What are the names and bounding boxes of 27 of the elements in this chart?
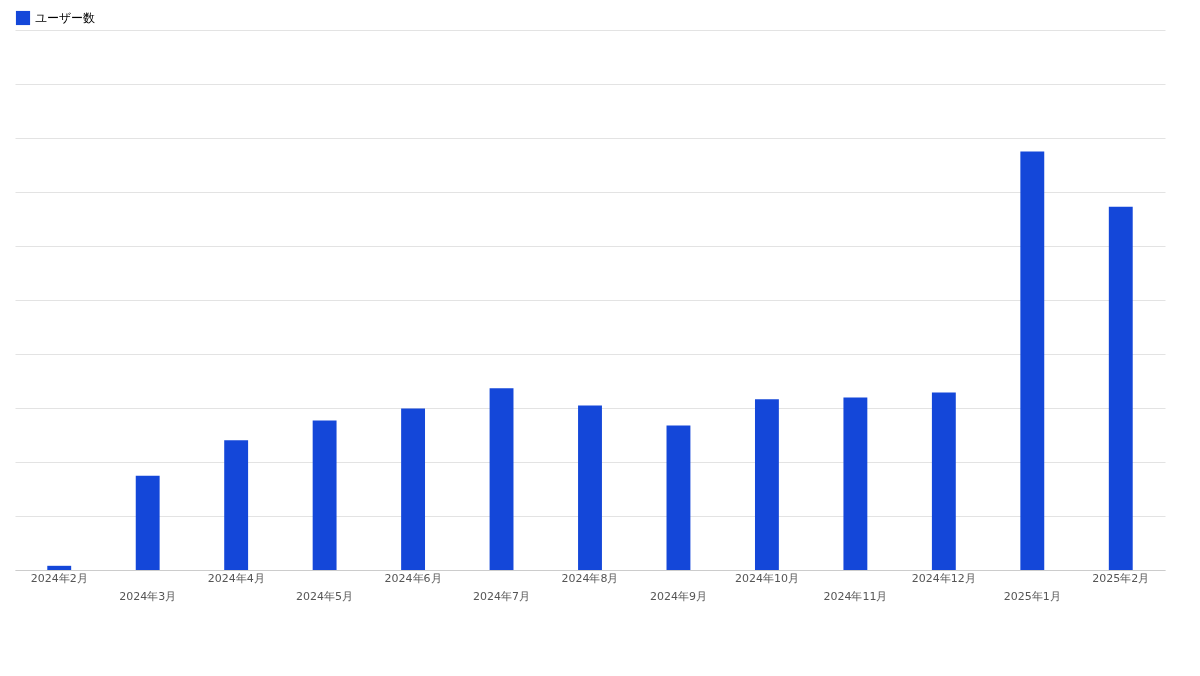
bar <box>754 399 779 570</box>
x-tick-label: 2024年6月 <box>384 571 442 585</box>
bar <box>224 440 249 570</box>
x-tick-label: 2025年2月 <box>1092 571 1150 585</box>
x-tick-label: 2024年4月 <box>207 571 265 585</box>
bar <box>47 565 72 570</box>
x-tick-label: 2024年7月 <box>473 589 531 603</box>
x-tick-label: 2024年2月 <box>30 571 88 585</box>
x-tick-label: 2024年12月 <box>911 571 976 585</box>
bar <box>666 425 691 570</box>
bar <box>578 405 602 570</box>
bar <box>401 408 426 570</box>
x-tick-label: 2024年5月 <box>296 589 354 603</box>
x-tick-label: 2024年11月 <box>823 589 888 603</box>
bar <box>1020 151 1045 570</box>
bar <box>489 388 514 570</box>
x-tick-label: 2024年9月 <box>649 589 707 603</box>
x-tick-label: 2024年3月 <box>119 589 177 603</box>
bar <box>1108 206 1133 570</box>
x-tick-label: 2025年1月 <box>1003 589 1061 603</box>
bar <box>135 475 160 570</box>
legend-label: ユーザー数 <box>35 11 95 25</box>
x-tick-label: 2024年8月 <box>561 571 619 585</box>
x-tick-label: 2024年10月 <box>734 571 799 585</box>
bar <box>931 392 956 570</box>
bar <box>843 397 868 570</box>
bar <box>312 420 337 570</box>
